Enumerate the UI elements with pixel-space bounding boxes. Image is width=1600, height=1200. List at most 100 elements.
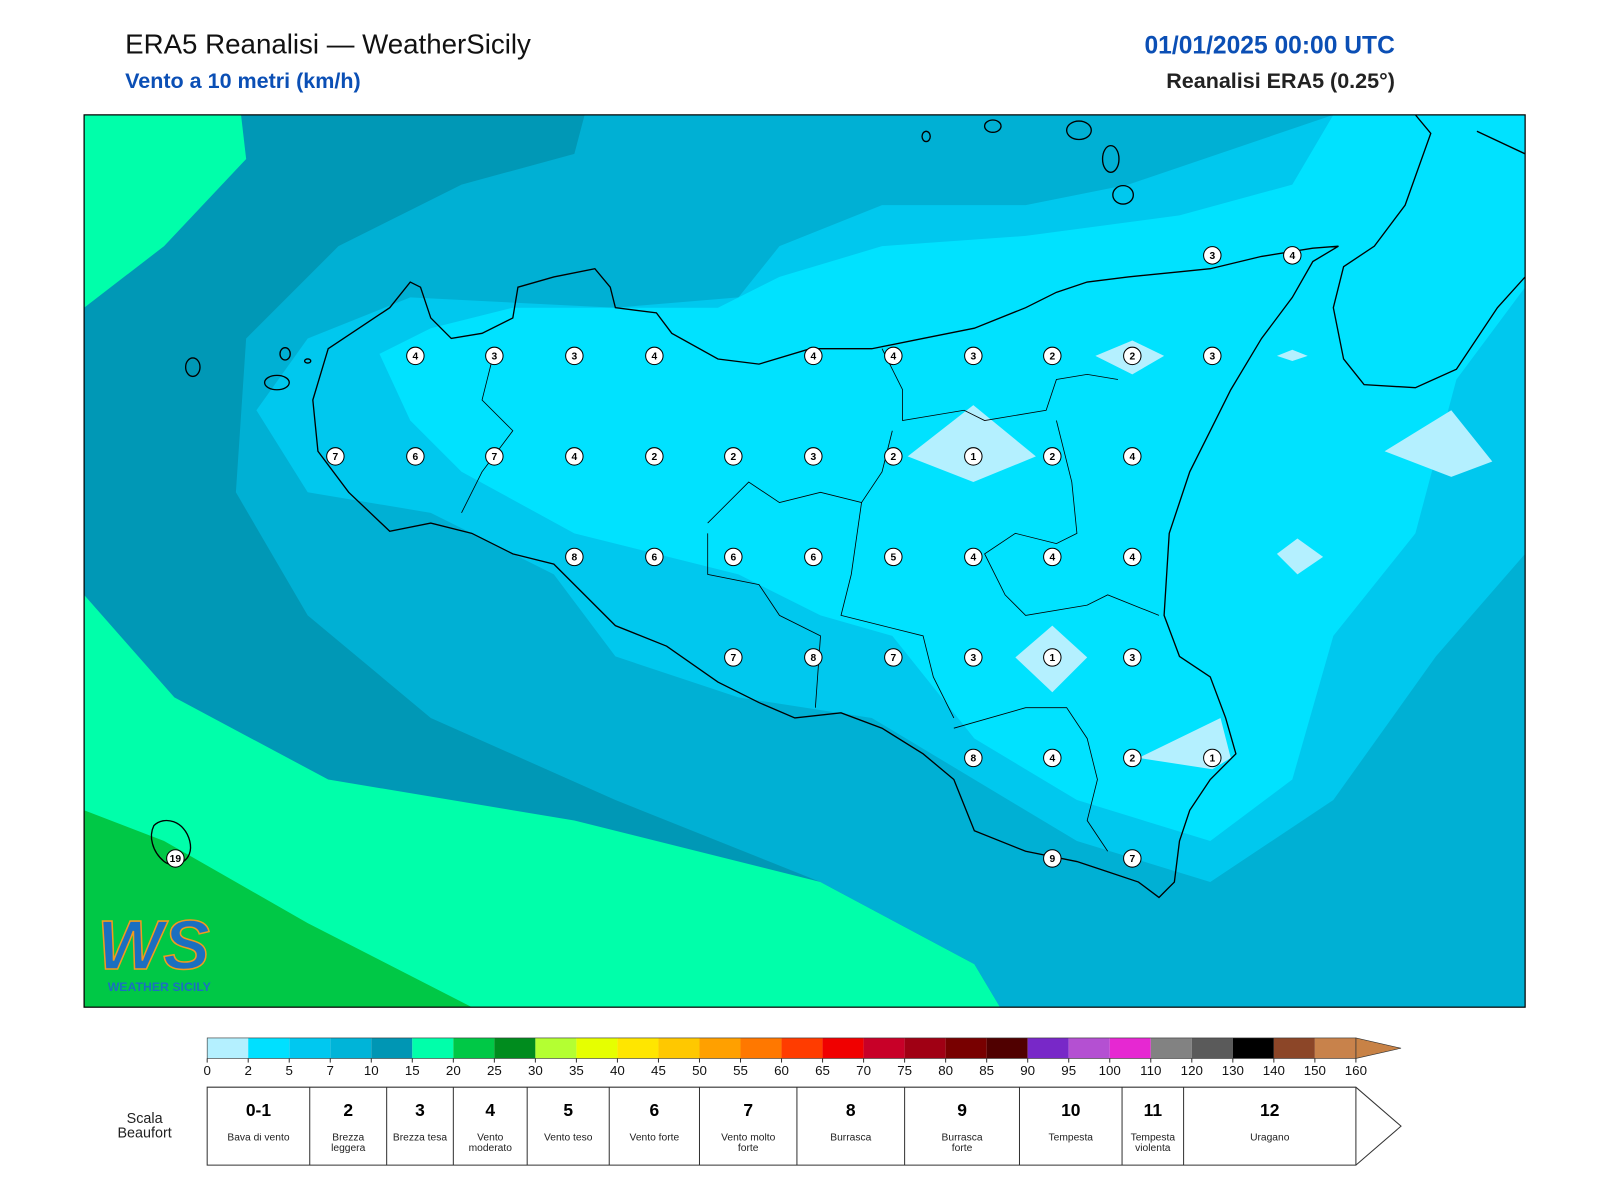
station-marker bbox=[1043, 648, 1062, 667]
colorbar-cell bbox=[576, 1037, 618, 1059]
station-value: 4 bbox=[1129, 553, 1135, 564]
station-marker bbox=[884, 346, 903, 366]
beaufort-label-box: Vento teso bbox=[543, 1133, 593, 1144]
station-marker bbox=[326, 447, 345, 466]
colorbar-cell bbox=[986, 1037, 1028, 1059]
station-marker bbox=[565, 447, 584, 466]
map: 3 4 4 3 3 4 4 4 3 2 2 3 7 6 7 4 2 2 3 2 1 2 4 8 6 6 6 5 4 4 4 7 8 7 3 1 3 8 4 2… bbox=[84, 114, 1526, 1008]
beaufort-label: Vento molto forte bbox=[721, 1133, 776, 1154]
station-value: 4 bbox=[890, 351, 896, 362]
beaufort-scale: Scala Beaufort 0-1 Bava di vento 2 Brezza le… bbox=[117, 1086, 1402, 1166]
colorbar-cell bbox=[412, 1037, 454, 1059]
station-marker bbox=[1043, 748, 1062, 768]
colorbar-tick-label: 75 bbox=[897, 1063, 912, 1078]
station-marker bbox=[406, 447, 425, 466]
beaufort-label: Vento teso bbox=[543, 1133, 593, 1144]
colorbar-tick-label: 140 bbox=[1263, 1063, 1285, 1078]
colorbar-cell bbox=[1109, 1037, 1151, 1059]
colorbar-tick-label: 90 bbox=[1020, 1063, 1035, 1078]
station-value: 6 bbox=[413, 452, 419, 463]
beaufort-force: 3 bbox=[415, 1100, 425, 1120]
colorbar-cell bbox=[1273, 1037, 1315, 1059]
station-value: 2 bbox=[1129, 754, 1135, 765]
colorbar-cell bbox=[1191, 1037, 1233, 1059]
subtitle: Vento a 10 metri (km/h) bbox=[125, 69, 361, 93]
station-value: 6 bbox=[652, 553, 658, 564]
station-value: 3 bbox=[970, 351, 976, 362]
station-marker bbox=[724, 547, 743, 567]
station-value: 19 bbox=[170, 854, 182, 865]
station-marker bbox=[645, 447, 664, 466]
date: 01/01/2025 00:00 UTC bbox=[1144, 32, 1395, 59]
colorbar-tick-label: 5 bbox=[286, 1063, 293, 1078]
colorbar-tick-label: 85 bbox=[979, 1063, 994, 1078]
station-marker bbox=[1203, 748, 1222, 768]
field bbox=[84, 114, 247, 308]
colorbar-tick-label: 160 bbox=[1345, 1063, 1367, 1078]
colorbar-tick-label: 55 bbox=[733, 1063, 748, 1078]
colorbar-tick-label: 130 bbox=[1222, 1063, 1244, 1078]
beaufort-force: 0-1 bbox=[246, 1100, 271, 1120]
station-marker bbox=[1123, 447, 1142, 466]
beaufort-label-box: Uragano bbox=[1250, 1133, 1289, 1143]
station-marker bbox=[1043, 547, 1062, 567]
colorbar-tick-label: 95 bbox=[1061, 1063, 1076, 1078]
station-value: 8 bbox=[810, 653, 816, 664]
station-marker bbox=[884, 547, 903, 567]
beaufort-label-box: Vento forte bbox=[629, 1133, 680, 1144]
colorbar-cell bbox=[371, 1037, 413, 1059]
field bbox=[84, 594, 1000, 1008]
beaufort-force: 4 bbox=[485, 1100, 495, 1120]
beaufort-force: 6 bbox=[650, 1100, 660, 1120]
colorbar-cell bbox=[1068, 1037, 1110, 1059]
beaufort-label: Tempesta bbox=[1048, 1133, 1093, 1144]
station-value: 7 bbox=[492, 452, 498, 463]
station-value: 2 bbox=[1049, 351, 1055, 362]
coastline bbox=[150, 114, 1526, 899]
beaufort-label: Tempesta violenta bbox=[1130, 1133, 1176, 1154]
station-value: 4 bbox=[1289, 251, 1295, 262]
station-marker bbox=[724, 648, 743, 667]
colorbar-tick-label: 40 bbox=[610, 1063, 625, 1078]
station-value: 1 bbox=[1049, 653, 1055, 664]
station-value: 3 bbox=[1209, 351, 1215, 362]
colorbar-tick-label: 50 bbox=[692, 1063, 707, 1078]
colorbar-tick-label: 65 bbox=[815, 1063, 830, 1078]
colorbar-tick-label: 35 bbox=[569, 1063, 584, 1078]
colorbar-cell bbox=[658, 1037, 700, 1059]
colorbar-tick-label: 45 bbox=[651, 1063, 666, 1078]
station-value: 1 bbox=[1209, 754, 1215, 765]
station-value: 2 bbox=[652, 452, 658, 463]
station-value: 2 bbox=[1049, 452, 1055, 463]
station-value: 3 bbox=[1129, 653, 1135, 664]
station-value: 3 bbox=[970, 653, 976, 664]
station-marker bbox=[1123, 547, 1142, 567]
station-marker bbox=[565, 547, 584, 567]
stations: 3 4 4 3 3 4 4 4 3 2 2 3 7 6 7 4 2 2 3 2 1 2 4 8 6 6 6 5 4 4 4 7 8 7 3 1 3 8 4 2… bbox=[166, 246, 1302, 868]
station-marker bbox=[1043, 346, 1062, 366]
logo: WS WEATHER SICILY bbox=[97, 905, 211, 993]
colorbar: 0 2 5 7 10 15 20 25 30 35 40 45 50 55 60 65 70 75 80 85 90 95… bbox=[203, 1037, 1402, 1078]
beaufort-label: Burrasca bbox=[830, 1133, 872, 1144]
colorbar-cell bbox=[822, 1037, 864, 1059]
colorbar-tick-label: 120 bbox=[1181, 1063, 1203, 1078]
colorbar-tick-label: 100 bbox=[1099, 1063, 1121, 1078]
source: Reanalisi ERA5 (0.25°) bbox=[1166, 69, 1395, 93]
colorbar-extend bbox=[1355, 1037, 1402, 1059]
colorbar-cell bbox=[781, 1037, 823, 1059]
colorbar-tick-label: 25 bbox=[487, 1063, 502, 1078]
station-marker bbox=[406, 346, 425, 366]
station-value: 4 bbox=[572, 452, 578, 463]
station-value: 4 bbox=[970, 553, 976, 564]
logo-mark: WS bbox=[97, 906, 209, 984]
station-marker bbox=[485, 346, 504, 366]
beaufort-label-box: Vento molto forte bbox=[721, 1133, 776, 1154]
colorbar-cell bbox=[1314, 1037, 1356, 1059]
colorbar-tick-label: 60 bbox=[774, 1063, 789, 1078]
station-marker bbox=[884, 447, 903, 466]
beaufort-force: 7 bbox=[743, 1100, 753, 1120]
beaufort-label: Vento forte bbox=[629, 1133, 680, 1144]
beaufort-force: 11 bbox=[1144, 1100, 1163, 1120]
